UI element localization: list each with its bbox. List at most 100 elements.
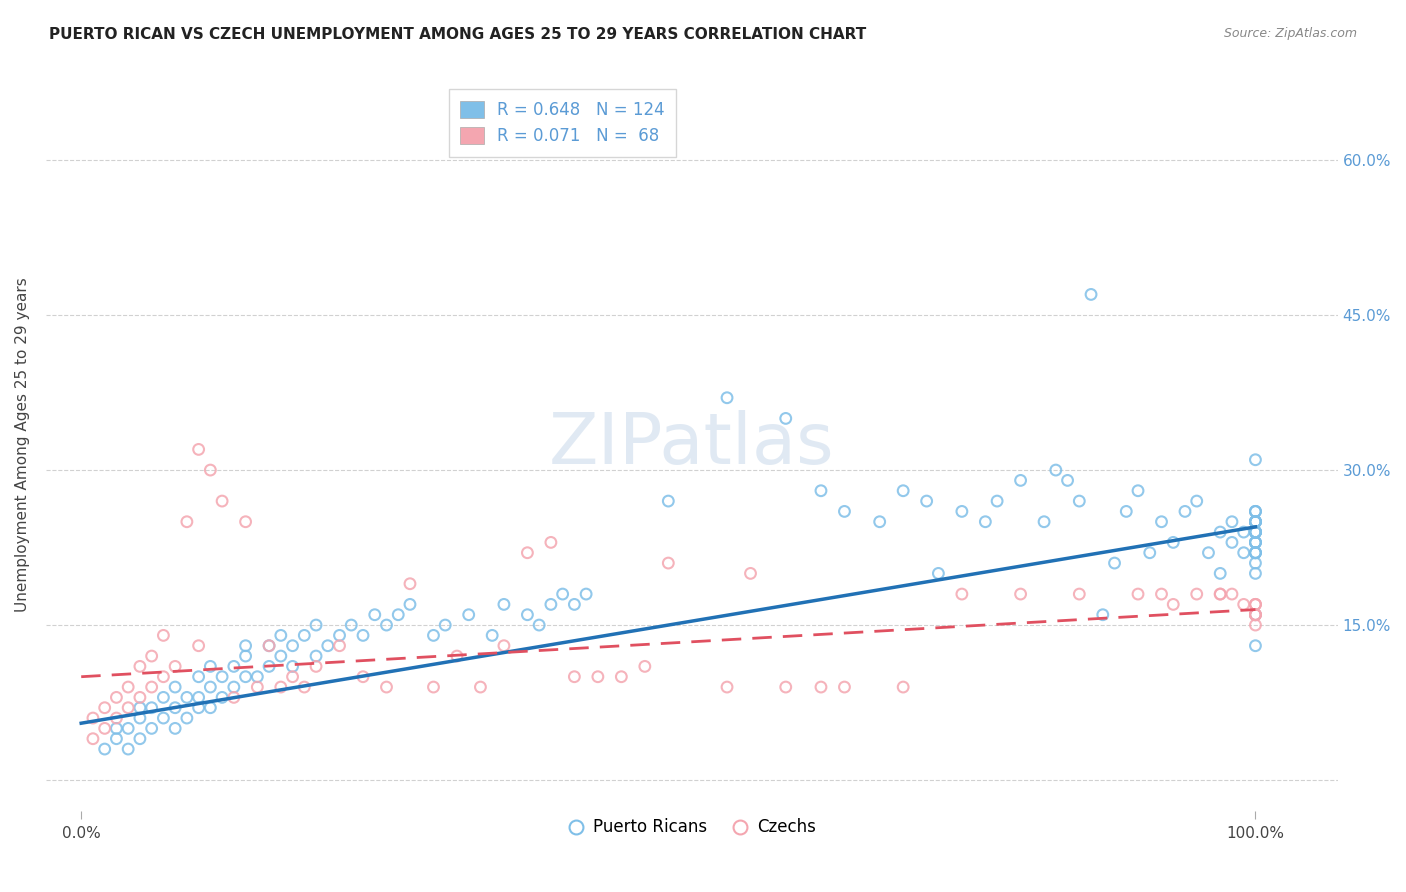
Point [152, 711, 174, 725]
Point [1080, 287, 1102, 301]
Point [422, 628, 444, 642]
Point [810, 680, 832, 694]
Point [950, 587, 973, 601]
Point [211, 690, 233, 705]
Point [328, 628, 350, 642]
Point [564, 670, 586, 684]
Point [117, 680, 139, 694]
Point [82, 711, 104, 725]
Point [446, 648, 468, 663]
Point [141, 648, 163, 663]
Point [165, 680, 187, 694]
Point [834, 504, 856, 518]
Point [117, 742, 139, 756]
Point [187, 700, 209, 714]
Point [1244, 535, 1267, 549]
Point [540, 598, 562, 612]
Point [222, 659, 245, 673]
Point [891, 680, 914, 694]
Point [200, 463, 222, 477]
Point [292, 680, 315, 694]
Point [1244, 515, 1267, 529]
Point [257, 639, 280, 653]
Point [1244, 639, 1267, 653]
Point [292, 628, 315, 642]
Point [740, 566, 762, 581]
Point [1244, 546, 1267, 560]
Point [165, 659, 187, 673]
Point [270, 648, 292, 663]
Point [1161, 598, 1184, 612]
Point [152, 690, 174, 705]
Point [1185, 494, 1208, 508]
Point [481, 628, 503, 642]
Point [364, 607, 387, 622]
Point [1233, 546, 1256, 560]
Text: Source: ZipAtlas.com: Source: ZipAtlas.com [1223, 27, 1357, 40]
Point [1091, 607, 1114, 622]
Point [187, 639, 209, 653]
Point [1139, 546, 1161, 560]
Point [1185, 587, 1208, 601]
Point [105, 711, 128, 725]
Point [176, 711, 198, 725]
Point [540, 535, 562, 549]
Point [915, 494, 938, 508]
Point [1010, 587, 1032, 601]
Point [1244, 607, 1267, 622]
Point [105, 722, 128, 736]
Point [222, 680, 245, 694]
Point [117, 722, 139, 736]
Point [176, 690, 198, 705]
Point [869, 515, 891, 529]
Point [399, 598, 422, 612]
Point [305, 618, 328, 632]
Point [586, 670, 609, 684]
Point [200, 700, 222, 714]
Point [1244, 515, 1267, 529]
Point [516, 546, 538, 560]
Point [328, 639, 350, 653]
Point [1244, 515, 1267, 529]
Point [1150, 515, 1173, 529]
Point [657, 556, 679, 570]
Point [235, 515, 257, 529]
Point [1244, 504, 1267, 518]
Point [1244, 607, 1267, 622]
Point [117, 700, 139, 714]
Point [211, 670, 233, 684]
Point [152, 628, 174, 642]
Point [1244, 535, 1267, 549]
Point [257, 659, 280, 673]
Point [1233, 598, 1256, 612]
Point [281, 659, 304, 673]
Point [246, 680, 269, 694]
Point [1244, 598, 1267, 612]
Point [200, 659, 222, 673]
Point [1244, 566, 1267, 581]
Point [1244, 607, 1267, 622]
Point [527, 618, 550, 632]
Point [1244, 546, 1267, 560]
Point [270, 628, 292, 642]
Point [1244, 524, 1267, 539]
Point [457, 607, 479, 622]
Point [93, 722, 115, 736]
Point [1244, 524, 1267, 539]
Point [1069, 494, 1091, 508]
Point [1244, 515, 1267, 529]
Point [834, 680, 856, 694]
Point [1161, 535, 1184, 549]
Point [187, 670, 209, 684]
Point [551, 587, 574, 601]
Point [316, 639, 339, 653]
Point [1126, 483, 1149, 498]
Point [1244, 515, 1267, 529]
Point [129, 731, 152, 746]
Point [1104, 556, 1126, 570]
Point [305, 648, 328, 663]
Point [492, 639, 515, 653]
Point [105, 690, 128, 705]
Point [1209, 587, 1232, 601]
Point [352, 670, 374, 684]
